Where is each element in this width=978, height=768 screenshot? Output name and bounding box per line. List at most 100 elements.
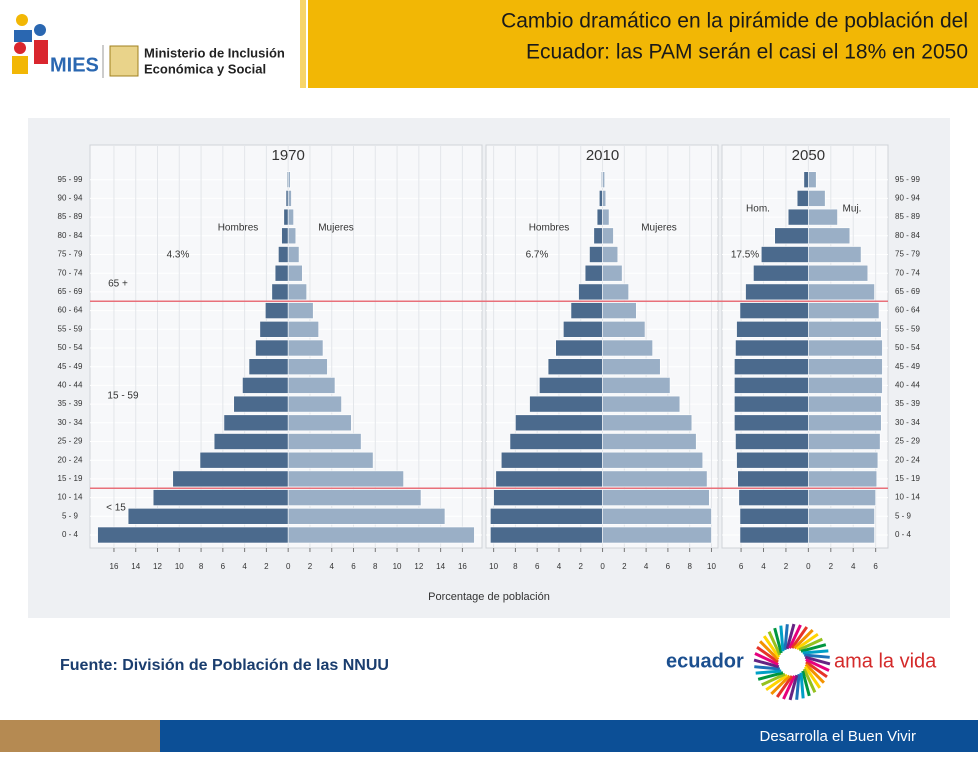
sun-ray — [785, 623, 796, 650]
sun-ray — [759, 640, 780, 661]
y-tick-label: 75 - 79 — [58, 250, 83, 259]
bar — [287, 433, 362, 450]
annotation: 15 - 59 — [107, 391, 139, 402]
title-line: Ecuador: las PAM serán el casi el 18% en… — [526, 41, 968, 64]
bar — [734, 414, 809, 432]
x-tick-label: 0 — [600, 562, 605, 571]
y-tick-label: 95 - 99 — [58, 175, 83, 184]
x-tick-label: 2 — [308, 562, 313, 571]
y-tick-label: 90 - 94 — [58, 194, 83, 203]
bar — [213, 433, 289, 450]
y-tick-label: 95 - 99 — [895, 175, 920, 184]
sun-ray — [753, 658, 780, 669]
y-tick-label: 75 - 79 — [895, 250, 920, 259]
bar — [274, 264, 289, 282]
y-tick-label: 10 - 14 — [58, 493, 83, 502]
bar — [287, 395, 342, 413]
sun-ray — [788, 674, 799, 701]
bar — [287, 414, 352, 432]
bar — [808, 358, 883, 376]
bar — [602, 377, 671, 394]
x-tick-label: 14 — [436, 562, 445, 571]
x-tick-label: 12 — [153, 562, 162, 571]
logo-shape — [34, 40, 48, 64]
bar — [753, 264, 809, 282]
x-tick-label: 2 — [264, 562, 269, 571]
sun-ray — [793, 629, 814, 650]
bar — [265, 302, 289, 319]
sun-ray — [801, 670, 811, 697]
bar — [248, 358, 289, 376]
bar — [278, 246, 289, 263]
x-tick-label: 10 — [393, 562, 402, 571]
y-tick-label: 70 - 74 — [895, 268, 920, 277]
bar — [808, 227, 851, 245]
bar — [739, 507, 809, 525]
y-tick-label: 50 - 54 — [895, 343, 920, 352]
bar — [495, 470, 603, 488]
bar — [808, 526, 875, 544]
bar — [808, 489, 876, 506]
bar — [287, 339, 324, 357]
sun-ray — [783, 624, 789, 651]
bar — [808, 190, 826, 207]
y-tick-label: 20 - 24 — [58, 455, 83, 464]
x-tick-label: 16 — [458, 562, 467, 571]
bar — [255, 339, 289, 357]
bar — [760, 246, 809, 263]
x-tick-label: 4 — [761, 562, 766, 571]
bar — [734, 377, 809, 394]
annotation: 4.3% — [167, 250, 190, 261]
bar — [602, 470, 708, 488]
bar — [602, 433, 697, 450]
y-tick-label: 50 - 54 — [58, 343, 83, 352]
x-tick-label: 4 — [557, 562, 562, 571]
y-tick-label: 55 - 59 — [58, 324, 83, 333]
y-tick-label: 5 - 9 — [62, 511, 79, 520]
x-tick-label: 4 — [330, 562, 335, 571]
sun-ray — [804, 663, 825, 684]
logo-text: Económica y Social — [144, 61, 266, 76]
x-tick-label: 4 — [242, 562, 247, 571]
y-tick-label: 65 - 69 — [895, 287, 920, 296]
bar — [734, 358, 809, 376]
bar — [737, 470, 809, 488]
bar — [287, 264, 303, 282]
footer-bar — [0, 720, 978, 752]
legend-label: Mujeres — [318, 223, 354, 234]
bar — [808, 264, 869, 282]
bar — [808, 283, 875, 301]
x-tick-label: 0 — [286, 562, 291, 571]
logo-text: MIES — [50, 54, 99, 76]
brand-logo: ecuador ama la vida — [666, 623, 937, 701]
bar — [287, 302, 314, 319]
x-axis-label: Porcentage de población — [428, 591, 550, 603]
bar — [233, 395, 289, 413]
bar — [735, 433, 809, 450]
bar — [602, 246, 619, 263]
footer-text: Desarrolla el Buen Vivir — [760, 728, 916, 745]
logo-shape — [14, 30, 32, 42]
x-tick-label: 2 — [622, 562, 627, 571]
bar — [570, 302, 603, 319]
y-tick-label: 40 - 44 — [58, 381, 83, 390]
sun-ray — [804, 655, 831, 666]
x-tick-label: 10 — [175, 562, 184, 571]
sun-ray — [779, 625, 785, 652]
bar — [593, 227, 603, 245]
x-tick-label: 2 — [579, 562, 584, 571]
y-tick-label: 80 - 84 — [895, 231, 920, 240]
bar — [602, 414, 693, 432]
bar — [287, 171, 291, 188]
bar — [808, 451, 879, 469]
bar — [287, 246, 300, 263]
y-tick-label: 15 - 19 — [895, 474, 920, 483]
y-tick-label: 10 - 14 — [895, 493, 920, 502]
sun-ray — [775, 675, 794, 698]
bar — [602, 171, 606, 188]
bar — [529, 395, 603, 413]
y-tick-label: 45 - 49 — [58, 362, 83, 371]
bar — [596, 208, 603, 226]
x-tick-label: 4 — [644, 562, 649, 571]
sun-ray — [782, 675, 796, 700]
